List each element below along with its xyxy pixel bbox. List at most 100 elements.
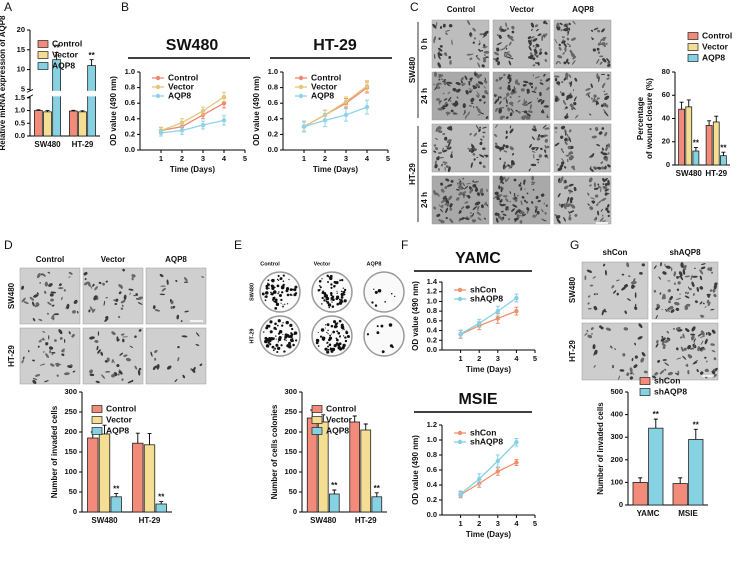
cell xyxy=(437,52,443,57)
cell xyxy=(530,163,537,167)
colony xyxy=(330,297,334,300)
cell xyxy=(570,155,574,159)
cell xyxy=(448,126,453,131)
cell xyxy=(461,191,467,195)
error-bar xyxy=(679,101,684,110)
colony xyxy=(318,285,321,287)
cell xyxy=(500,48,506,51)
cell xyxy=(508,218,511,221)
cell xyxy=(528,82,534,85)
cell xyxy=(709,289,713,292)
colony xyxy=(272,292,275,294)
cell xyxy=(38,318,43,322)
cell xyxy=(588,177,593,183)
y-axis-label: OD value (490 nm) xyxy=(109,76,118,146)
cell xyxy=(554,78,558,82)
cell xyxy=(587,302,590,305)
cell xyxy=(564,200,569,206)
cell xyxy=(496,42,502,46)
cell xyxy=(629,376,634,380)
cell xyxy=(166,279,169,285)
cell xyxy=(601,82,606,88)
colony xyxy=(319,280,321,282)
y-tick-label: 0.4 xyxy=(268,114,279,123)
cell xyxy=(611,364,615,367)
cell xyxy=(607,63,611,67)
cell xyxy=(509,112,513,117)
cell xyxy=(507,81,511,84)
cell xyxy=(129,292,131,295)
cell xyxy=(699,335,706,338)
x-tick-label: YAMC xyxy=(637,509,660,518)
cell xyxy=(180,320,183,323)
colony xyxy=(373,288,375,290)
colony xyxy=(273,279,275,281)
cell xyxy=(643,370,648,374)
row-label: 24 h xyxy=(420,88,429,104)
colony xyxy=(272,298,275,301)
colony xyxy=(334,322,338,326)
cell xyxy=(433,150,437,153)
cell xyxy=(607,143,611,148)
cell xyxy=(445,165,449,168)
colony xyxy=(343,288,347,292)
bar xyxy=(87,437,99,513)
micrograph xyxy=(492,19,551,69)
cell xyxy=(502,213,507,216)
y-tick-label: 0.0 xyxy=(15,131,25,140)
cell xyxy=(687,370,690,375)
cell xyxy=(536,28,539,32)
cell xyxy=(676,347,679,351)
micrograph xyxy=(82,267,144,325)
point xyxy=(495,316,500,321)
colony xyxy=(366,333,370,336)
colony xyxy=(284,303,286,305)
cell xyxy=(699,301,703,305)
cell xyxy=(128,288,134,291)
legend-swatch xyxy=(639,377,651,385)
cell xyxy=(689,347,695,350)
cell xyxy=(600,187,602,193)
colony xyxy=(292,343,295,347)
cell xyxy=(434,147,439,151)
cell xyxy=(508,60,512,66)
x-axis-label: Time (Days) xyxy=(466,530,512,539)
cell xyxy=(513,217,519,221)
cell xyxy=(22,356,25,360)
colony xyxy=(268,339,272,343)
x-axis-label: Time (Days) xyxy=(313,165,359,174)
cell xyxy=(500,28,506,32)
cell xyxy=(477,62,481,68)
y-tick-label: 1.0 xyxy=(125,67,135,76)
cell xyxy=(154,349,158,354)
y-tick-label: 1.2 xyxy=(427,420,437,429)
cell xyxy=(451,151,453,155)
cell xyxy=(483,50,490,54)
point xyxy=(477,321,482,326)
cell xyxy=(184,281,189,283)
cell xyxy=(519,182,522,185)
cell xyxy=(564,46,567,53)
cell xyxy=(565,203,572,208)
cell xyxy=(700,340,704,345)
cell xyxy=(542,109,545,114)
cell xyxy=(495,57,499,62)
point xyxy=(221,118,227,123)
cell xyxy=(446,184,453,187)
cell xyxy=(554,75,560,78)
cell xyxy=(23,301,29,305)
colony xyxy=(268,287,270,289)
cell xyxy=(432,23,437,29)
y-tick-label: 40 xyxy=(662,113,670,122)
cell xyxy=(518,215,523,217)
colony xyxy=(289,323,293,327)
y-tick-label: 1.0 xyxy=(268,67,278,76)
cell xyxy=(589,284,594,287)
cell xyxy=(199,363,203,367)
colony xyxy=(265,344,270,348)
cell xyxy=(138,367,142,371)
legend-label: AQP8 xyxy=(326,425,349,435)
colony xyxy=(269,330,273,334)
cell xyxy=(602,152,608,156)
cell xyxy=(503,150,508,153)
